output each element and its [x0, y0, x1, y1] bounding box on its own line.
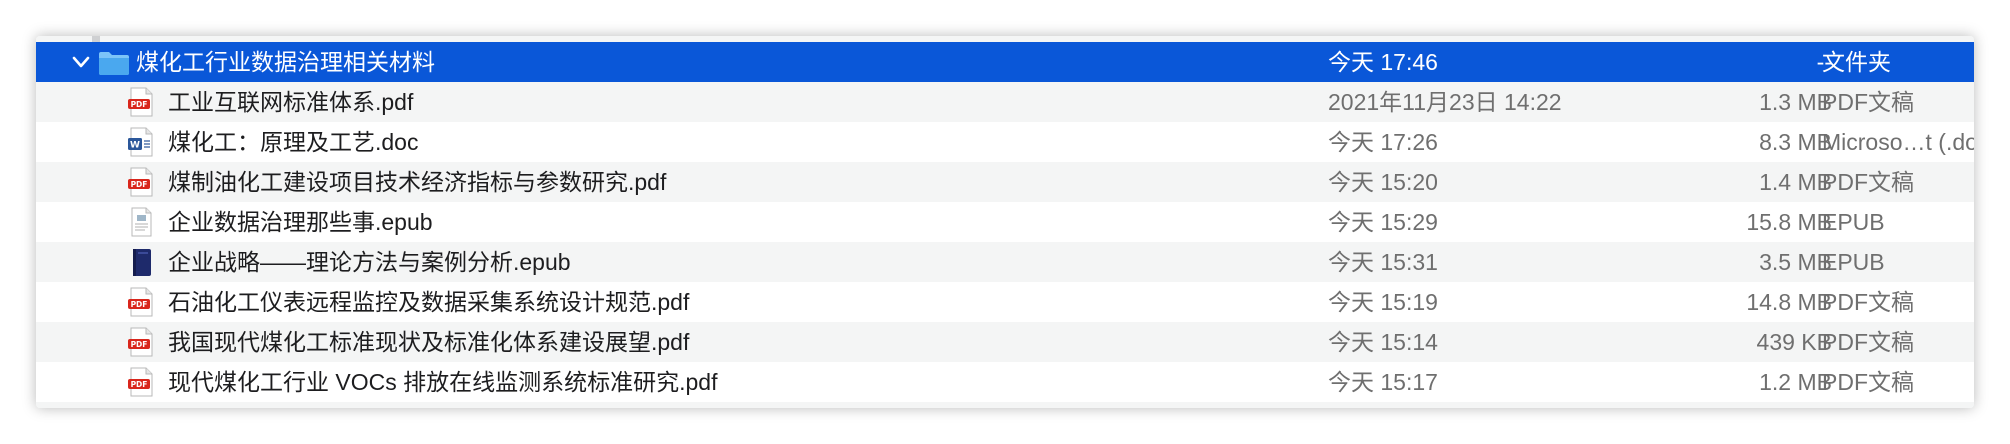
file-name: 煤化工：原理及工艺.doc: [168, 129, 419, 155]
folder-date: 今天 17:46: [1328, 49, 1438, 75]
pdf-icon: PDF: [128, 167, 153, 197]
file-kind: PDF文稿: [1822, 169, 1914, 195]
file-name: 企业战略——理论方法与案例分析.epub: [168, 249, 571, 275]
file-row[interactable]: PDF 石油化工仪表远程监控及数据采集系统设计规范.pdf 今天 15:19 1…: [36, 282, 1974, 322]
svg-text:W: W: [130, 141, 140, 151]
folder-name: 煤化工行业数据治理相关材料: [136, 49, 435, 75]
file-name: 企业数据治理那些事.epub: [168, 209, 433, 235]
file-kind: EPUB: [1822, 249, 1885, 275]
file-kind: PDF文稿: [1822, 289, 1914, 315]
file-row[interactable]: PDF 工业互联网标准体系.pdf 2021年11月23日 14:22 1.3 …: [36, 82, 1974, 122]
file-size: 1.3 MB: [1759, 89, 1832, 115]
file-date: 今天 15:19: [1328, 289, 1438, 315]
word-doc-icon: W: [128, 127, 153, 157]
file-size: 1.4 MB: [1759, 169, 1832, 195]
file-name: 石油化工仪表远程监控及数据采集系统设计规范.pdf: [168, 289, 690, 315]
pdf-icon: PDF: [128, 87, 153, 117]
svg-text:PDF: PDF: [131, 100, 148, 109]
pdf-icon: PDF: [128, 287, 153, 317]
file-kind: PDF文稿: [1822, 89, 1914, 115]
file-name: 现代煤化工行业 VOCs 排放在线监测系统标准研究.pdf: [168, 369, 718, 395]
epub-document-icon: [131, 207, 152, 237]
file-size: 14.8 MB: [1746, 289, 1832, 315]
file-date: 今天 15:17: [1328, 369, 1438, 395]
folder-row[interactable]: 煤化工行业数据治理相关材料 今天 17:46 -- 文件夹: [36, 42, 1974, 82]
file-name: 工业互联网标准体系.pdf: [168, 89, 414, 115]
folder-icon: [99, 52, 129, 75]
row-separator-mark: [92, 36, 100, 42]
file-size: 15.8 MB: [1746, 209, 1832, 235]
file-kind: PDF文稿: [1822, 329, 1914, 355]
pdf-icon: PDF: [128, 327, 153, 357]
file-date: 今天 15:20: [1328, 169, 1438, 195]
folder-kind: 文件夹: [1822, 49, 1891, 75]
file-name: 煤制油化工建设项目技术经济指标与参数研究.pdf: [168, 169, 667, 195]
chevron-down-icon[interactable]: [68, 49, 94, 75]
file-kind: PDF文稿: [1822, 369, 1914, 395]
svg-text:PDF: PDF: [131, 180, 148, 189]
file-size: 439 KB: [1756, 329, 1832, 355]
file-date: 2021年11月23日 14:22: [1328, 89, 1562, 115]
file-size: 8.3 MB: [1759, 129, 1832, 155]
file-row[interactable]: PDF 现代煤化工行业 VOCs 排放在线监测系统标准研究.pdf 今天 15:…: [36, 362, 1974, 402]
file-row[interactable]: PDF 我国现代煤化工标准现状及标准化体系建设展望.pdf 今天 15:14 4…: [36, 322, 1974, 362]
file-row[interactable]: PDF 煤制油化工建设项目技术经济指标与参数研究.pdf 今天 15:20 1.…: [36, 162, 1974, 202]
file-date: 今天 15:14: [1328, 329, 1438, 355]
file-kind: Microso…t (.doc): [1822, 129, 1974, 155]
previous-row-strip: [36, 36, 1974, 42]
file-date: 今天 17:26: [1328, 129, 1438, 155]
epub-book-icon: [133, 249, 151, 276]
file-row[interactable]: W 煤化工：原理及工艺.doc 今天 17:26 8.3 MB Microso……: [36, 122, 1974, 162]
file-date: 今天 15:29: [1328, 209, 1438, 235]
svg-text:PDF: PDF: [131, 380, 148, 389]
next-row-strip: [36, 402, 1974, 408]
finder-list-view: 煤化工行业数据治理相关材料 今天 17:46 -- 文件夹 PDF 工业互联网标…: [36, 36, 1974, 408]
file-row[interactable]: 企业数据治理那些事.epub 今天 15:29 15.8 MB EPUB: [36, 202, 1974, 242]
svg-text:PDF: PDF: [131, 300, 148, 309]
file-kind: EPUB: [1822, 209, 1885, 235]
file-size: 3.5 MB: [1759, 249, 1832, 275]
file-row[interactable]: 企业战略——理论方法与案例分析.epub 今天 15:31 3.5 MB EPU…: [36, 242, 1974, 282]
file-date: 今天 15:31: [1328, 249, 1438, 275]
svg-text:PDF: PDF: [131, 340, 148, 349]
file-name: 我国现代煤化工标准现状及标准化体系建设展望.pdf: [168, 329, 690, 355]
folder-size: --: [1816, 49, 1832, 75]
file-size: 1.2 MB: [1759, 369, 1832, 395]
pdf-icon: PDF: [128, 367, 153, 397]
